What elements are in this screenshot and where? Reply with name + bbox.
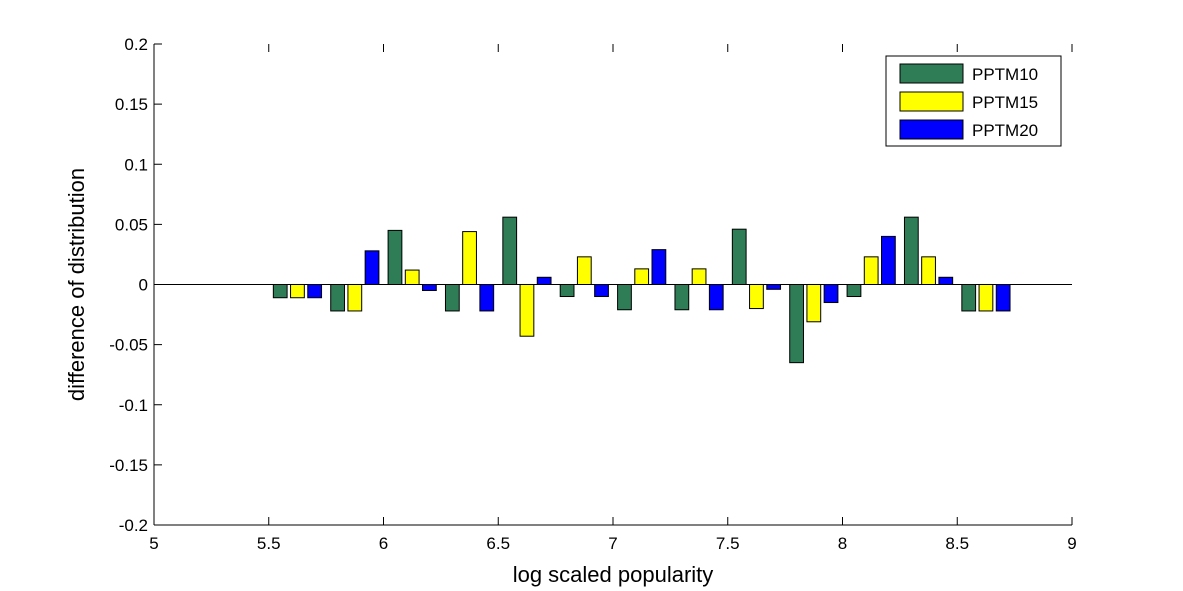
bar-pptm15-4	[519, 284, 535, 337]
y-tick-label: 0.05	[115, 215, 148, 234]
bar-pptm20-7	[708, 284, 724, 311]
x-tick-label: 6.5	[486, 534, 510, 553]
x-tick-label: 9	[1067, 534, 1076, 553]
x-tick-label: 8.5	[945, 534, 969, 553]
legend: PPTM10 PPTM15 PPTM20	[885, 55, 1062, 147]
legend-label-pptm20: PPTM20	[972, 121, 1038, 140]
legend-swatch-pptm10	[899, 63, 964, 84]
bar-pptm10-4	[502, 216, 518, 285]
bars-group	[272, 216, 1011, 364]
bar-pptm20-6	[651, 249, 667, 286]
bar-pptm20-4	[536, 276, 552, 286]
bar-pptm15-9	[806, 284, 822, 323]
bar-pptm10-10	[846, 284, 862, 298]
bar-pptm10-5	[559, 284, 575, 298]
y-tick-label: 0.2	[124, 35, 148, 54]
bar-pptm10-9	[789, 284, 804, 364]
legend-label-pptm15: PPTM15	[972, 93, 1038, 112]
bar-pptm20-10	[881, 235, 896, 285]
y-axis-ticks: -0.2 -0.15 -0.1 -0.05 0 0.05 0.1 0.15 0.2	[109, 35, 162, 535]
bar-pptm15-1	[347, 284, 363, 312]
bar-pptm20-0	[307, 284, 323, 299]
y-tick-label: 0.1	[124, 155, 148, 174]
bar-pptm20-1	[364, 250, 380, 285]
x-tick-label: 5	[149, 534, 158, 553]
y-tick-label: -0.05	[109, 336, 148, 355]
bar-pptm20-9	[823, 284, 839, 304]
x-axis-ticks: 5 5.5 6 6.5 7 7.5 8 8.5 9	[149, 44, 1077, 553]
bar-pptm20-8	[766, 284, 782, 290]
bar-pptm10-3	[444, 284, 460, 312]
bar-pptm15-11	[921, 256, 936, 285]
x-axis-title: log scaled popularity	[513, 562, 714, 587]
bar-pptm20-2	[422, 284, 437, 292]
y-tick-label: -0.1	[119, 396, 148, 415]
bar-pptm15-6	[634, 268, 650, 285]
x-tick-label: 6	[379, 534, 388, 553]
y-tick-label: -0.2	[119, 516, 148, 535]
bar-pptm10-6	[617, 284, 632, 311]
y-tick-label: 0	[139, 276, 148, 295]
legend-swatch-pptm15	[899, 91, 964, 112]
bar-pptm10-11	[903, 216, 919, 285]
x-tick-label: 7.5	[716, 534, 740, 553]
bar-pptm20-11	[938, 276, 954, 286]
x-tick-label: 5.5	[257, 534, 281, 553]
x-tick-label: 7	[608, 534, 617, 553]
bar-pptm15-2	[404, 269, 420, 286]
legend-label-pptm10: PPTM10	[972, 65, 1038, 84]
bar-pptm15-10	[863, 256, 879, 285]
x-tick-label: 8	[838, 534, 847, 553]
bar-pptm15-12	[978, 284, 994, 312]
legend-swatch-pptm20	[899, 119, 964, 140]
bar-pptm15-8	[749, 284, 764, 310]
bar-pptm15-3	[462, 231, 477, 285]
y-axis-title: difference of distribution	[64, 168, 89, 401]
bar-pptm10-7	[674, 284, 690, 311]
bar-pptm10-2	[387, 229, 403, 285]
bar-pptm10-1	[330, 284, 345, 312]
y-tick-label: -0.15	[109, 456, 148, 475]
y-tick-label: 0.15	[115, 95, 148, 114]
bar-pptm10-8	[731, 228, 747, 285]
bar-pptm20-5	[594, 284, 609, 298]
bar-pptm10-0	[272, 284, 288, 299]
bar-pptm15-5	[576, 256, 592, 285]
bar-pptm20-12	[995, 284, 1011, 312]
bar-pptm15-0	[290, 284, 305, 299]
bar-pptm10-12	[961, 284, 977, 312]
bar-pptm20-3	[479, 284, 495, 312]
bar-pptm15-7	[691, 268, 707, 285]
